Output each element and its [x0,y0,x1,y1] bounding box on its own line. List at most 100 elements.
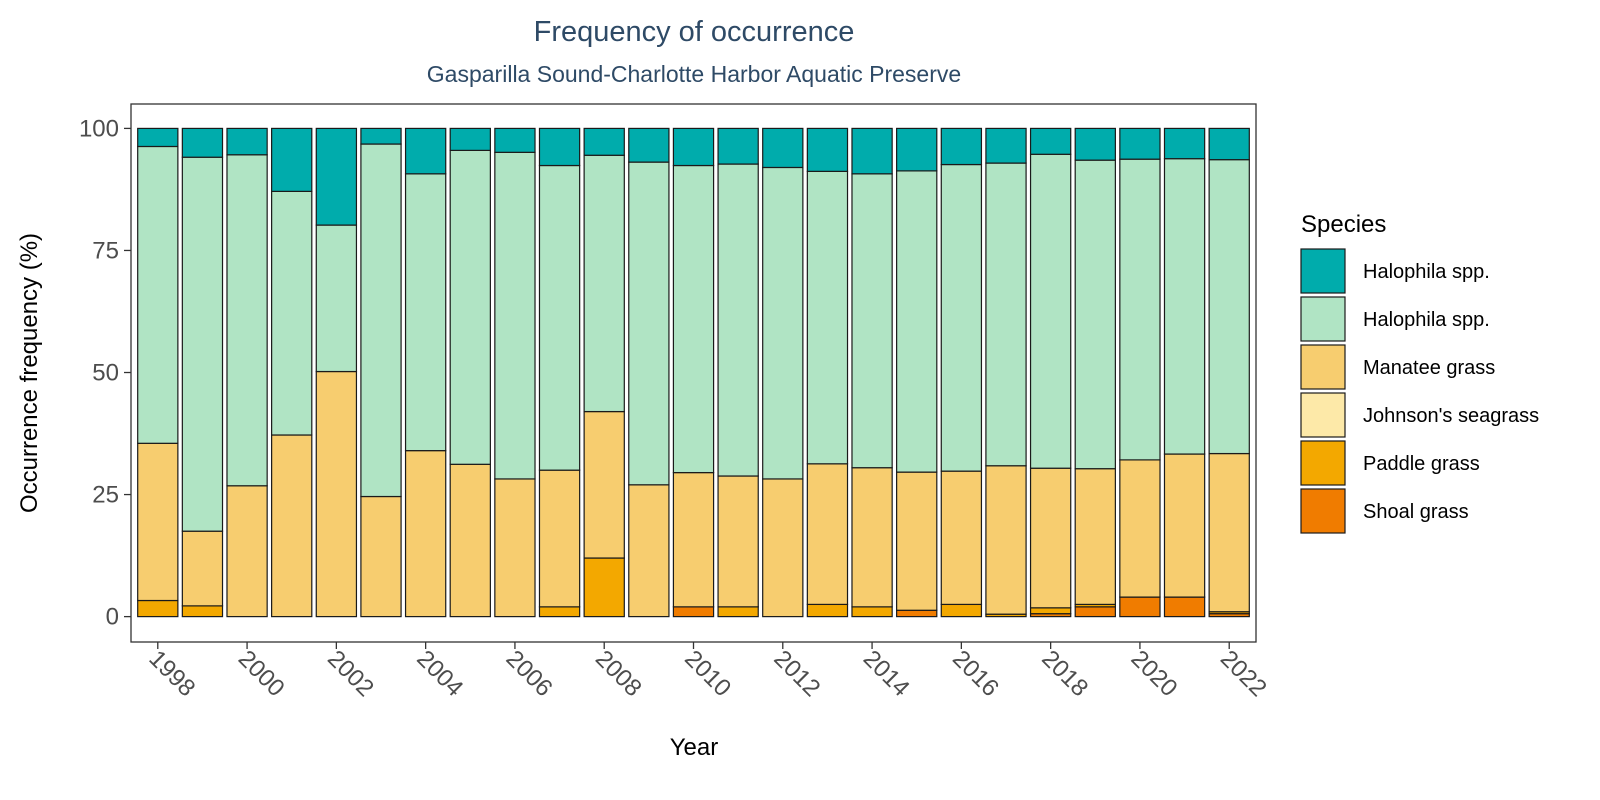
y-axis: 0 25 50 75 100 [79,115,131,631]
bar-segment-2020-series-4 [1119,158,1161,461]
bar-segment-2008-series-3 [583,410,625,559]
x-tick-label: 2014 [858,645,915,702]
bar-segment-1999-series-3 [181,530,224,607]
bar-segment-2009-series-4 [628,161,670,486]
bar-segment-2010-series-5 [672,127,715,167]
bar-segment-2015-series-4 [896,170,938,473]
x-tick-label: 2010 [679,645,736,702]
bar-segment-2002-series-4 [315,224,358,373]
bar-segment-2000-series-3 [226,485,268,618]
bar-segment-2005-series-3 [449,463,491,618]
bar-segment-2014-series-3 [851,467,893,608]
bar-segment-2019-series-3 [1074,468,1116,606]
bar-segment-2002-series-3 [315,370,358,618]
bar-segment-2019-series-4 [1074,159,1116,470]
bar-segment-2011-series-4 [717,163,759,477]
bar-segment-2013-series-3 [806,463,849,606]
bar-segment-2016-series-5 [940,127,983,166]
legend-title: Species [1301,211,1386,238]
bar-segment-2013-series-4 [806,170,849,465]
bar-segment-2020-series-5 [1119,127,1161,160]
x-tick-label: 2018 [1036,645,1093,702]
bar-segment-2021-series-4 [1163,158,1206,455]
bars-layer [137,127,1250,618]
legend-label: Halophila spp. [1363,261,1490,283]
legend-swatch [1300,392,1346,438]
legend-label: Halophila spp. [1363,309,1490,331]
bar-segment-2001-series-5 [271,127,313,192]
x-tick-label: 2016 [947,645,1004,702]
bar-segment-2006-series-5 [494,127,536,153]
bar-segment-1999-series-4 [181,156,224,532]
bar-segment-2007-series-1 [538,606,581,618]
x-axis-title: Year [670,734,719,761]
legend-swatch [1300,440,1346,486]
x-axis: 1998 2000 2002 2004 2006 2008 2010 2012 2014 2016… [144,642,1272,702]
bar-segment-2018-series-4 [1029,153,1072,469]
bar-segment-2002-series-5 [315,127,358,226]
bar-segment-2012-series-3 [762,478,804,618]
bar-segment-2011-series-1 [717,606,759,618]
bar-segment-2020-series-0 [1119,596,1161,618]
legend-label: Shoal grass [1363,501,1469,523]
bar-segment-2013-series-5 [806,127,849,172]
bar-segment-1999-series-1 [181,605,224,618]
x-tick-label: 2022 [1215,645,1272,702]
bar-segment-2004-series-4 [404,173,447,452]
legend: Species Halophila spp. Halophila spp. Mana… [1300,211,1539,534]
legend-swatch [1300,344,1346,390]
bar-segment-2007-series-5 [538,127,581,167]
bar-segment-2022-series-5 [1208,127,1250,161]
bar-segment-2006-series-3 [494,478,536,618]
y-tick-label: 0 [106,604,119,631]
bar-segment-2000-series-5 [226,127,268,156]
bar-segment-2012-series-4 [762,166,804,480]
bar-segment-2003-series-3 [360,495,402,618]
x-tick-label: 2020 [1126,645,1183,702]
y-tick-label: 100 [79,115,119,142]
x-tick-label: 2008 [590,645,647,702]
bar-segment-2001-series-3 [271,434,313,618]
y-tick-label: 75 [92,237,119,264]
bar-segment-1998-series-4 [137,145,179,444]
bar-segment-2008-series-1 [583,557,625,618]
x-tick-label: 2000 [233,645,290,702]
bar-segment-2010-series-3 [672,471,715,608]
bar-segment-2015-series-0 [896,609,938,618]
bar-segment-2016-series-3 [940,470,983,606]
bar-segment-2022-series-4 [1208,159,1250,455]
bar-segment-2009-series-5 [628,127,670,163]
bar-segment-2001-series-4 [271,190,313,436]
bar-segment-1998-series-5 [137,127,179,148]
legend-label: Johnson's seagrass [1363,405,1539,427]
bar-segment-2007-series-3 [538,469,581,608]
bar-segment-2012-series-5 [762,127,804,169]
bar-segment-2009-series-3 [628,484,670,618]
legend-label: Manatee grass [1363,357,1495,379]
bar-segment-2008-series-4 [583,154,625,413]
bar-segment-2003-series-5 [360,127,402,145]
bar-segment-2020-series-3 [1119,459,1161,598]
bar-segment-2014-series-4 [851,173,893,469]
x-tick-label: 2006 [501,645,558,702]
chart-subtitle: Gasparilla Sound-Charlotte Harbor Aquati… [427,61,961,87]
bar-segment-2003-series-4 [360,143,402,498]
bar-segment-1998-series-1 [137,599,179,618]
legend-swatch [1300,248,1346,294]
bar-segment-2021-series-5 [1163,127,1206,160]
bar-segment-2011-series-5 [717,127,759,165]
y-axis-title: Occurrence frequency (%) [16,233,43,513]
bar-segment-2010-series-4 [672,164,715,474]
bar-segment-2013-series-1 [806,603,849,618]
x-tick-label: 2004 [411,645,468,702]
bar-segment-1999-series-5 [181,127,224,158]
bar-segment-2004-series-5 [404,127,447,175]
bar-segment-2005-series-5 [449,127,491,151]
bar-segment-2004-series-3 [404,450,447,618]
bar-segment-2018-series-3 [1029,467,1072,609]
x-tick-label: 1998 [144,645,201,702]
bar-segment-2016-series-1 [940,603,983,618]
legend-swatch [1300,488,1346,534]
bar-segment-1998-series-3 [137,442,179,602]
